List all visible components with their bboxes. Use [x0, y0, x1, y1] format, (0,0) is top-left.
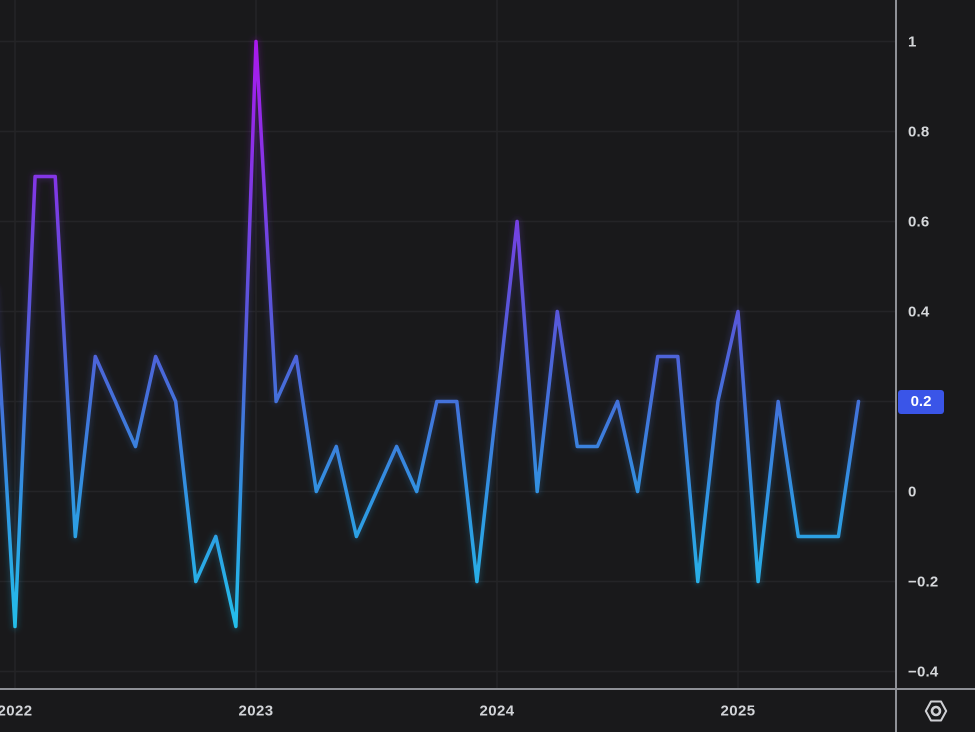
- axis-corner: [897, 690, 975, 732]
- hexagon-eye-icon: [924, 700, 948, 722]
- time-tick-label: 2023: [238, 702, 274, 720]
- price-axis-separator: [895, 0, 897, 732]
- price-tick-label: −0.4: [908, 663, 939, 680]
- chart-settings-button[interactable]: [920, 696, 952, 726]
- price-tick-label: −0.2: [908, 573, 939, 590]
- time-tick-label: 2025: [720, 702, 756, 720]
- price-tick-label: 0.8: [908, 123, 930, 140]
- price-tick-label: 1: [908, 33, 917, 50]
- last-price-marker: 0.2: [898, 389, 944, 414]
- price-axis[interactable]: 1 0.8 0.6 0.4 0 −0.2 −0.4 0.2: [897, 0, 975, 688]
- gridlines: [0, 0, 897, 689]
- price-chart-canvas[interactable]: [0, 0, 897, 689]
- price-tick-label: 0.6: [908, 213, 930, 230]
- price-tick-label: 0: [908, 483, 917, 500]
- time-tick-label: 2022: [0, 702, 33, 720]
- time-tick-label: 2024: [479, 702, 515, 720]
- series-line-glow: [0, 37, 863, 631]
- price-tick-label: 0.4: [908, 303, 930, 320]
- plot-area[interactable]: [0, 0, 897, 689]
- series-line: [0, 39, 861, 629]
- time-axis-separator: [0, 688, 975, 690]
- time-axis[interactable]: 2022 2023 2024 2025: [0, 690, 897, 732]
